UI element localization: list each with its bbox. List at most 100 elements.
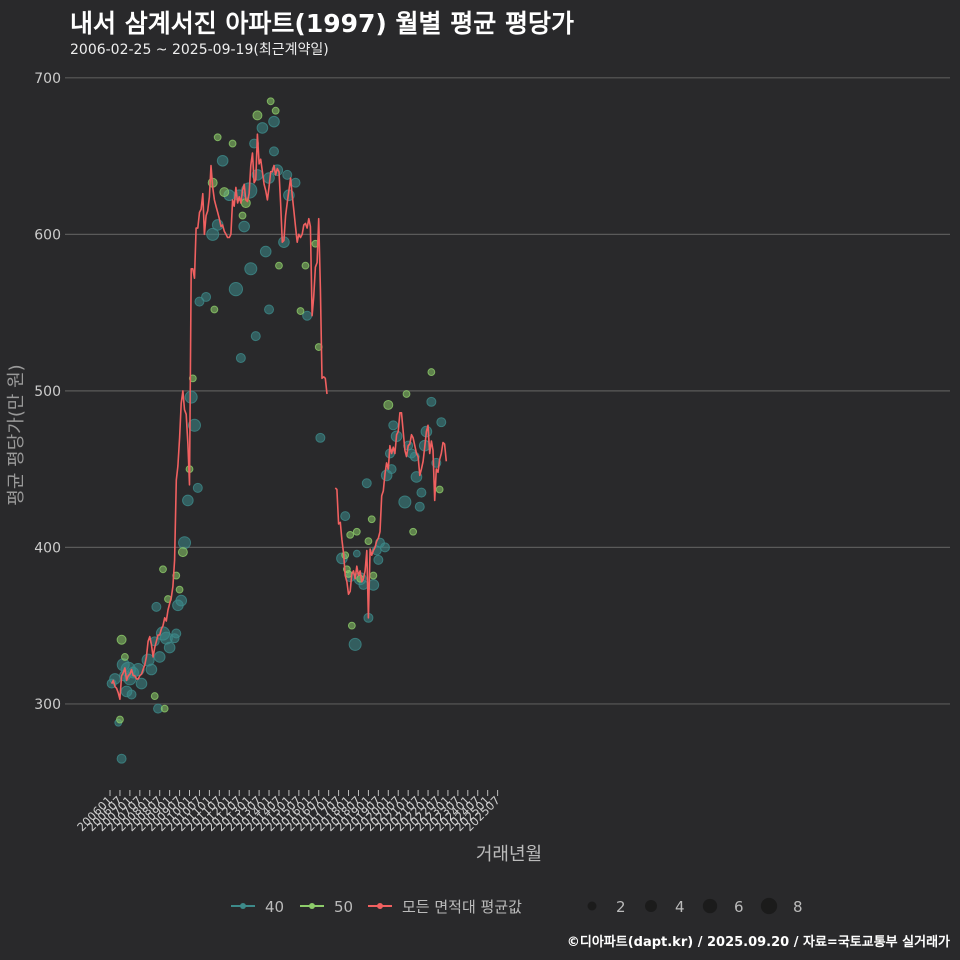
- legend-item-40-marker: [240, 903, 246, 909]
- y-axis: 300 400 500 600 700: [34, 71, 61, 713]
- point-40: [151, 601, 162, 612]
- y-tick-label: 700: [34, 71, 61, 87]
- point-40: [116, 753, 127, 764]
- point-40: [228, 282, 244, 297]
- point-50: [271, 106, 280, 115]
- point-40: [436, 417, 447, 428]
- point-50: [219, 187, 230, 198]
- point-40: [194, 296, 205, 307]
- series-40-points: [106, 115, 447, 764]
- point-50: [383, 399, 394, 410]
- grid-lines: [65, 77, 950, 705]
- point-40: [264, 304, 275, 315]
- point-40: [184, 390, 198, 404]
- point-40: [256, 122, 269, 134]
- point-50: [402, 390, 411, 398]
- legend-item-50-marker: [309, 903, 315, 909]
- point-50: [275, 261, 283, 270]
- y-tick-label: 400: [34, 540, 61, 556]
- y-axis-label: 평균 평당가(만 원): [6, 364, 27, 505]
- point-50: [346, 530, 355, 539]
- point-40: [192, 482, 203, 493]
- point-40: [250, 331, 261, 342]
- point-50: [159, 565, 167, 574]
- point-40: [206, 227, 220, 241]
- legend-item-avg-marker: [377, 903, 383, 909]
- chart-subtitle: 2006-02-25 ~ 2025-09-19(최근계약일): [70, 42, 329, 58]
- point-40: [135, 677, 148, 690]
- point-50: [435, 485, 444, 494]
- point-50: [238, 211, 247, 220]
- point-50: [228, 139, 237, 148]
- point-40: [426, 396, 437, 407]
- y-tick-label: 500: [34, 384, 61, 400]
- point-50: [160, 704, 169, 713]
- point-50: [296, 307, 305, 315]
- point-40: [398, 495, 412, 509]
- legend-size-label: 4: [675, 898, 685, 916]
- point-40: [380, 542, 390, 553]
- point-50: [266, 97, 275, 106]
- legend-size-label: 6: [734, 898, 744, 916]
- point-40: [361, 478, 372, 489]
- legend-item-50-label: 50: [334, 898, 353, 916]
- point-50: [210, 305, 219, 314]
- point-40: [153, 651, 166, 663]
- point-40: [388, 420, 399, 431]
- point-50: [213, 133, 222, 142]
- point-40: [290, 177, 301, 188]
- point-50: [369, 571, 378, 580]
- point-40: [244, 262, 258, 276]
- point-50: [427, 368, 436, 376]
- point-40: [416, 487, 427, 498]
- legend-size-circle: [645, 900, 657, 912]
- point-50: [252, 110, 263, 121]
- point-40: [109, 673, 121, 685]
- legend-size-circle: [702, 898, 718, 914]
- point-40: [352, 549, 361, 558]
- y-tick-label: 300: [34, 697, 61, 713]
- point-40: [373, 554, 384, 565]
- point-50: [121, 653, 129, 661]
- legend-item-avg-label: 모든 면적대 평균값: [402, 898, 522, 916]
- point-50: [352, 527, 361, 536]
- point-50: [347, 621, 356, 630]
- point-50: [177, 547, 188, 558]
- legend-size-circle: [760, 897, 778, 915]
- x-axis-label: 거래년월: [476, 844, 542, 865]
- point-40: [216, 154, 229, 167]
- point-40: [340, 511, 351, 522]
- point-40: [126, 689, 137, 700]
- point-40: [282, 169, 293, 180]
- y-tick-label: 600: [34, 227, 61, 243]
- point-40: [187, 418, 201, 432]
- point-40: [269, 146, 279, 157]
- x-axis: 2006012006072007012007072008012008072009…: [74, 790, 503, 834]
- point-50: [116, 715, 124, 724]
- chart-caption: ©디아파트(dapt.kr) / 2025.09.20 / 자료=국토교통부 실…: [566, 935, 950, 950]
- point-40: [414, 501, 425, 512]
- legend: 40 50 모든 면적대 평균값 2 4 6 8: [231, 897, 803, 916]
- point-40: [235, 353, 246, 363]
- legend-size-label: 8: [793, 898, 803, 916]
- legend-item-40-label: 40: [265, 898, 284, 916]
- legend-size-label: 2: [616, 898, 626, 916]
- legend-size-circle: [587, 901, 597, 911]
- point-40: [145, 663, 158, 676]
- chart-title: 내서 삼계서진 아파트(1997) 월별 평균 평당가: [70, 9, 574, 38]
- point-40: [348, 637, 362, 651]
- point-40: [386, 464, 397, 475]
- avg-line-segment: [110, 133, 328, 701]
- point-40: [171, 628, 182, 639]
- point-50: [175, 585, 184, 594]
- point-50: [150, 692, 159, 700]
- point-40: [268, 115, 280, 128]
- point-50: [116, 634, 127, 645]
- point-50: [364, 537, 373, 546]
- point-40: [315, 432, 326, 443]
- point-50: [301, 261, 310, 270]
- point-50: [367, 515, 376, 524]
- point-50: [409, 527, 418, 536]
- point-40: [175, 594, 188, 607]
- avg-line-segment: [334, 411, 448, 619]
